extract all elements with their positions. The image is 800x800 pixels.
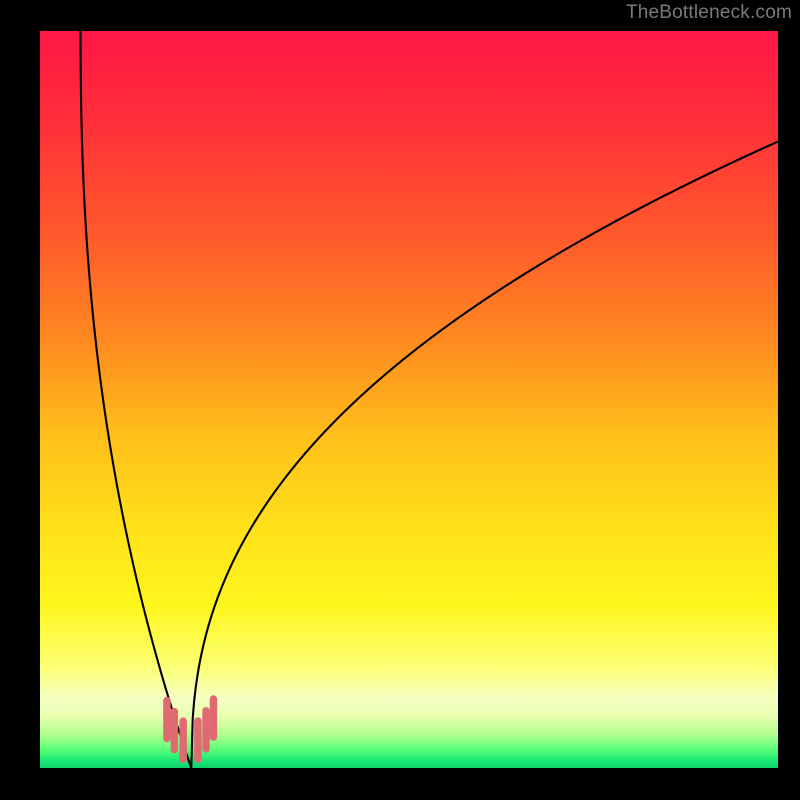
plot-svg xyxy=(40,31,778,768)
gradient-background xyxy=(40,31,778,768)
watermark-text: TheBottleneck.com xyxy=(626,2,792,24)
plot-area xyxy=(40,31,778,768)
chart-root: { "watermark": "TheBottleneck.com", "can… xyxy=(0,0,800,800)
